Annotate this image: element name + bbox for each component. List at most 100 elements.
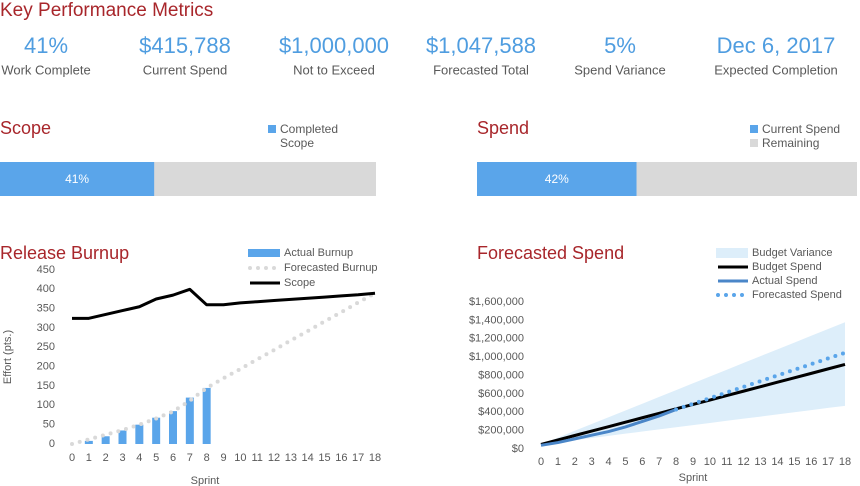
x-tick-label: 10	[234, 452, 246, 464]
y-tick-label: 50	[43, 419, 55, 431]
x-tick-label: 11	[721, 456, 732, 468]
bar	[152, 417, 161, 444]
x-tick-label: 12	[738, 456, 750, 468]
x-tick-label: 13	[754, 456, 766, 468]
legend-swatch	[750, 139, 758, 147]
x-tick-label: 5	[153, 452, 159, 464]
y-tick-label: 0	[49, 438, 55, 450]
x-tick-label: 3	[589, 456, 595, 468]
series-line	[674, 350, 847, 412]
legend-swatch	[248, 249, 280, 257]
x-tick-label: 16	[805, 456, 817, 468]
y-axis-label: Effort (pts.)	[2, 330, 14, 384]
kpi-value: 41%	[24, 33, 68, 58]
x-tick-label: 0	[69, 452, 75, 464]
y-tick-label: 400	[37, 283, 55, 295]
x-tick-label: 17	[352, 452, 364, 464]
series-line	[70, 291, 377, 446]
x-tick-label: 16	[335, 452, 347, 464]
y-tick-label: $0	[512, 443, 524, 455]
y-tick-label: $1,000,000	[469, 351, 524, 363]
bar	[202, 387, 211, 444]
progress-segment	[477, 162, 637, 196]
x-tick-label: 4	[605, 456, 611, 468]
x-axis-label: Sprint	[679, 472, 708, 484]
x-tick-label: 0	[538, 456, 544, 468]
x-tick-label: 7	[656, 456, 662, 468]
bar	[118, 430, 127, 444]
legend-label: Budget Variance	[752, 247, 833, 259]
bar	[84, 440, 93, 444]
legend-label: Current Spend	[762, 122, 841, 136]
legend-label: Forecasted Burnup	[284, 262, 378, 274]
y-tick-label: 100	[37, 399, 55, 411]
series-line	[540, 408, 677, 447]
y-tick-label: $400,000	[478, 406, 524, 418]
legend-swatch	[268, 125, 276, 133]
x-tick-label: 15	[318, 452, 330, 464]
y-tick-label: 450	[37, 264, 55, 276]
x-tick-label: 10	[704, 456, 716, 468]
legend-label: Actual Spend	[752, 275, 817, 287]
y-tick-label: 300	[37, 322, 55, 334]
y-tick-label: 200	[37, 361, 55, 373]
kpi-value: $1,047,588	[426, 33, 536, 58]
legend-swatch	[716, 248, 748, 258]
kpi-label: Expected Completion	[714, 62, 838, 77]
chart-title: Release Burnup	[0, 243, 129, 263]
x-tick-label: 9	[220, 452, 226, 464]
x-tick-label: 9	[690, 456, 696, 468]
bar	[169, 411, 177, 444]
y-tick-label: $1,600,000	[469, 296, 524, 308]
progress-segment	[636, 162, 857, 196]
y-tick-label: $600,000	[478, 388, 524, 400]
x-tick-label: 7	[187, 452, 193, 464]
legend-label: Budget Spend	[752, 261, 822, 273]
bar	[135, 424, 144, 444]
x-tick-label: 14	[302, 452, 314, 464]
chart-title: Spend	[477, 118, 529, 138]
kpi-label: Forecasted Total	[433, 62, 529, 77]
y-tick-label: $800,000	[478, 369, 524, 381]
x-tick-label: 2	[103, 452, 109, 464]
chart-title: Scope	[0, 118, 51, 138]
x-tick-label: 5	[622, 456, 628, 468]
kpi-value: $1,000,000	[279, 33, 389, 58]
progress-label: 41%	[65, 172, 89, 186]
progress-label: 42%	[545, 172, 569, 186]
x-tick-label: 17	[822, 456, 834, 468]
x-tick-label: 1	[86, 452, 92, 464]
y-tick-label: 350	[37, 303, 55, 315]
kpi-label: Current Spend	[143, 62, 228, 77]
x-tick-label: 11	[251, 452, 262, 464]
legend-label: Completed Scope	[280, 122, 339, 150]
x-tick-label: 4	[136, 452, 142, 464]
kpi-value: 5%	[604, 33, 636, 58]
legend-label: Actual Burnup	[284, 247, 353, 259]
y-tick-label: 150	[37, 380, 55, 392]
legend-label: Remaining	[762, 136, 820, 150]
progress-segment	[0, 162, 155, 196]
x-tick-label: 3	[119, 452, 125, 464]
x-tick-label: 6	[639, 456, 645, 468]
kpi-label: Not to Exceed	[293, 62, 375, 77]
series-line	[72, 287, 376, 320]
x-tick-label: 14	[771, 456, 783, 468]
variance-band	[541, 322, 845, 445]
kpi-value: $415,788	[139, 33, 231, 58]
x-tick-label: 18	[369, 452, 381, 464]
x-tick-label: 15	[788, 456, 800, 468]
page-title: Key Performance Metrics	[0, 0, 213, 21]
x-tick-label: 1	[555, 456, 561, 468]
chart-title: Forecasted Spend	[477, 243, 624, 263]
kpi-label: Work Complete	[1, 62, 90, 77]
kpi-label: Spend Variance	[574, 62, 666, 77]
x-axis-label: Sprint	[191, 475, 220, 486]
x-tick-label: 6	[170, 452, 176, 464]
x-tick-label: 12	[268, 452, 280, 464]
y-tick-label: 250	[37, 341, 55, 353]
x-tick-label: 8	[204, 452, 210, 464]
bar	[101, 436, 110, 444]
